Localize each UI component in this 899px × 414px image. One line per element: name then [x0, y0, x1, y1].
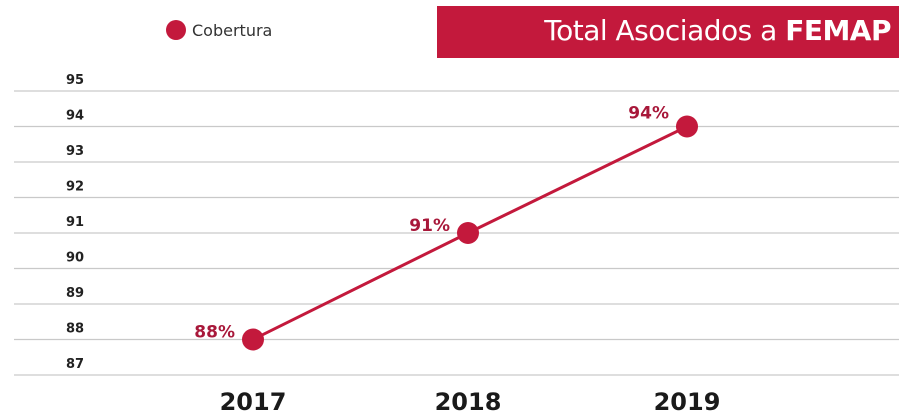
- y-tick-label: 87: [66, 357, 84, 372]
- y-axis-ticks: 95 94 93 92 91 90 89 88 87: [66, 73, 84, 372]
- gridlines: [14, 90, 899, 376]
- chart-title-prefix: Total Asociados a: [544, 14, 786, 47]
- title-banner: Total Asociados a FEMAP: [437, 6, 899, 58]
- data-point: [242, 328, 264, 351]
- data-label: 91%: [409, 216, 450, 236]
- y-tick-label: 89: [66, 286, 84, 301]
- chart-title: Total Asociados a FEMAP: [544, 14, 891, 47]
- legend: Cobertura: [166, 19, 272, 41]
- y-tick-label: 95: [66, 73, 84, 88]
- data-point: [457, 222, 479, 244]
- legend-swatch-cobertura: [166, 20, 186, 40]
- legend-label-cobertura: Cobertura: [192, 20, 273, 40]
- x-tick-label: 2018: [435, 388, 502, 414]
- y-tick-label: 93: [66, 144, 84, 159]
- series-cobertura: 88% 91% 94%: [194, 104, 698, 351]
- data-label: 94%: [628, 104, 669, 124]
- y-tick-label: 94: [66, 109, 84, 124]
- data-label: 88%: [194, 323, 235, 343]
- x-tick-label: 2017: [220, 388, 287, 414]
- x-tick-label: 2019: [654, 388, 721, 414]
- x-axis-ticks: 2017 2018 2019: [220, 388, 721, 414]
- y-tick-label: 90: [66, 251, 84, 266]
- y-tick-label: 92: [66, 180, 84, 195]
- y-tick-label: 91: [66, 215, 84, 230]
- chart-title-emphasis: FEMAP: [785, 14, 891, 47]
- y-tick-label: 88: [66, 322, 84, 337]
- data-point: [676, 115, 698, 138]
